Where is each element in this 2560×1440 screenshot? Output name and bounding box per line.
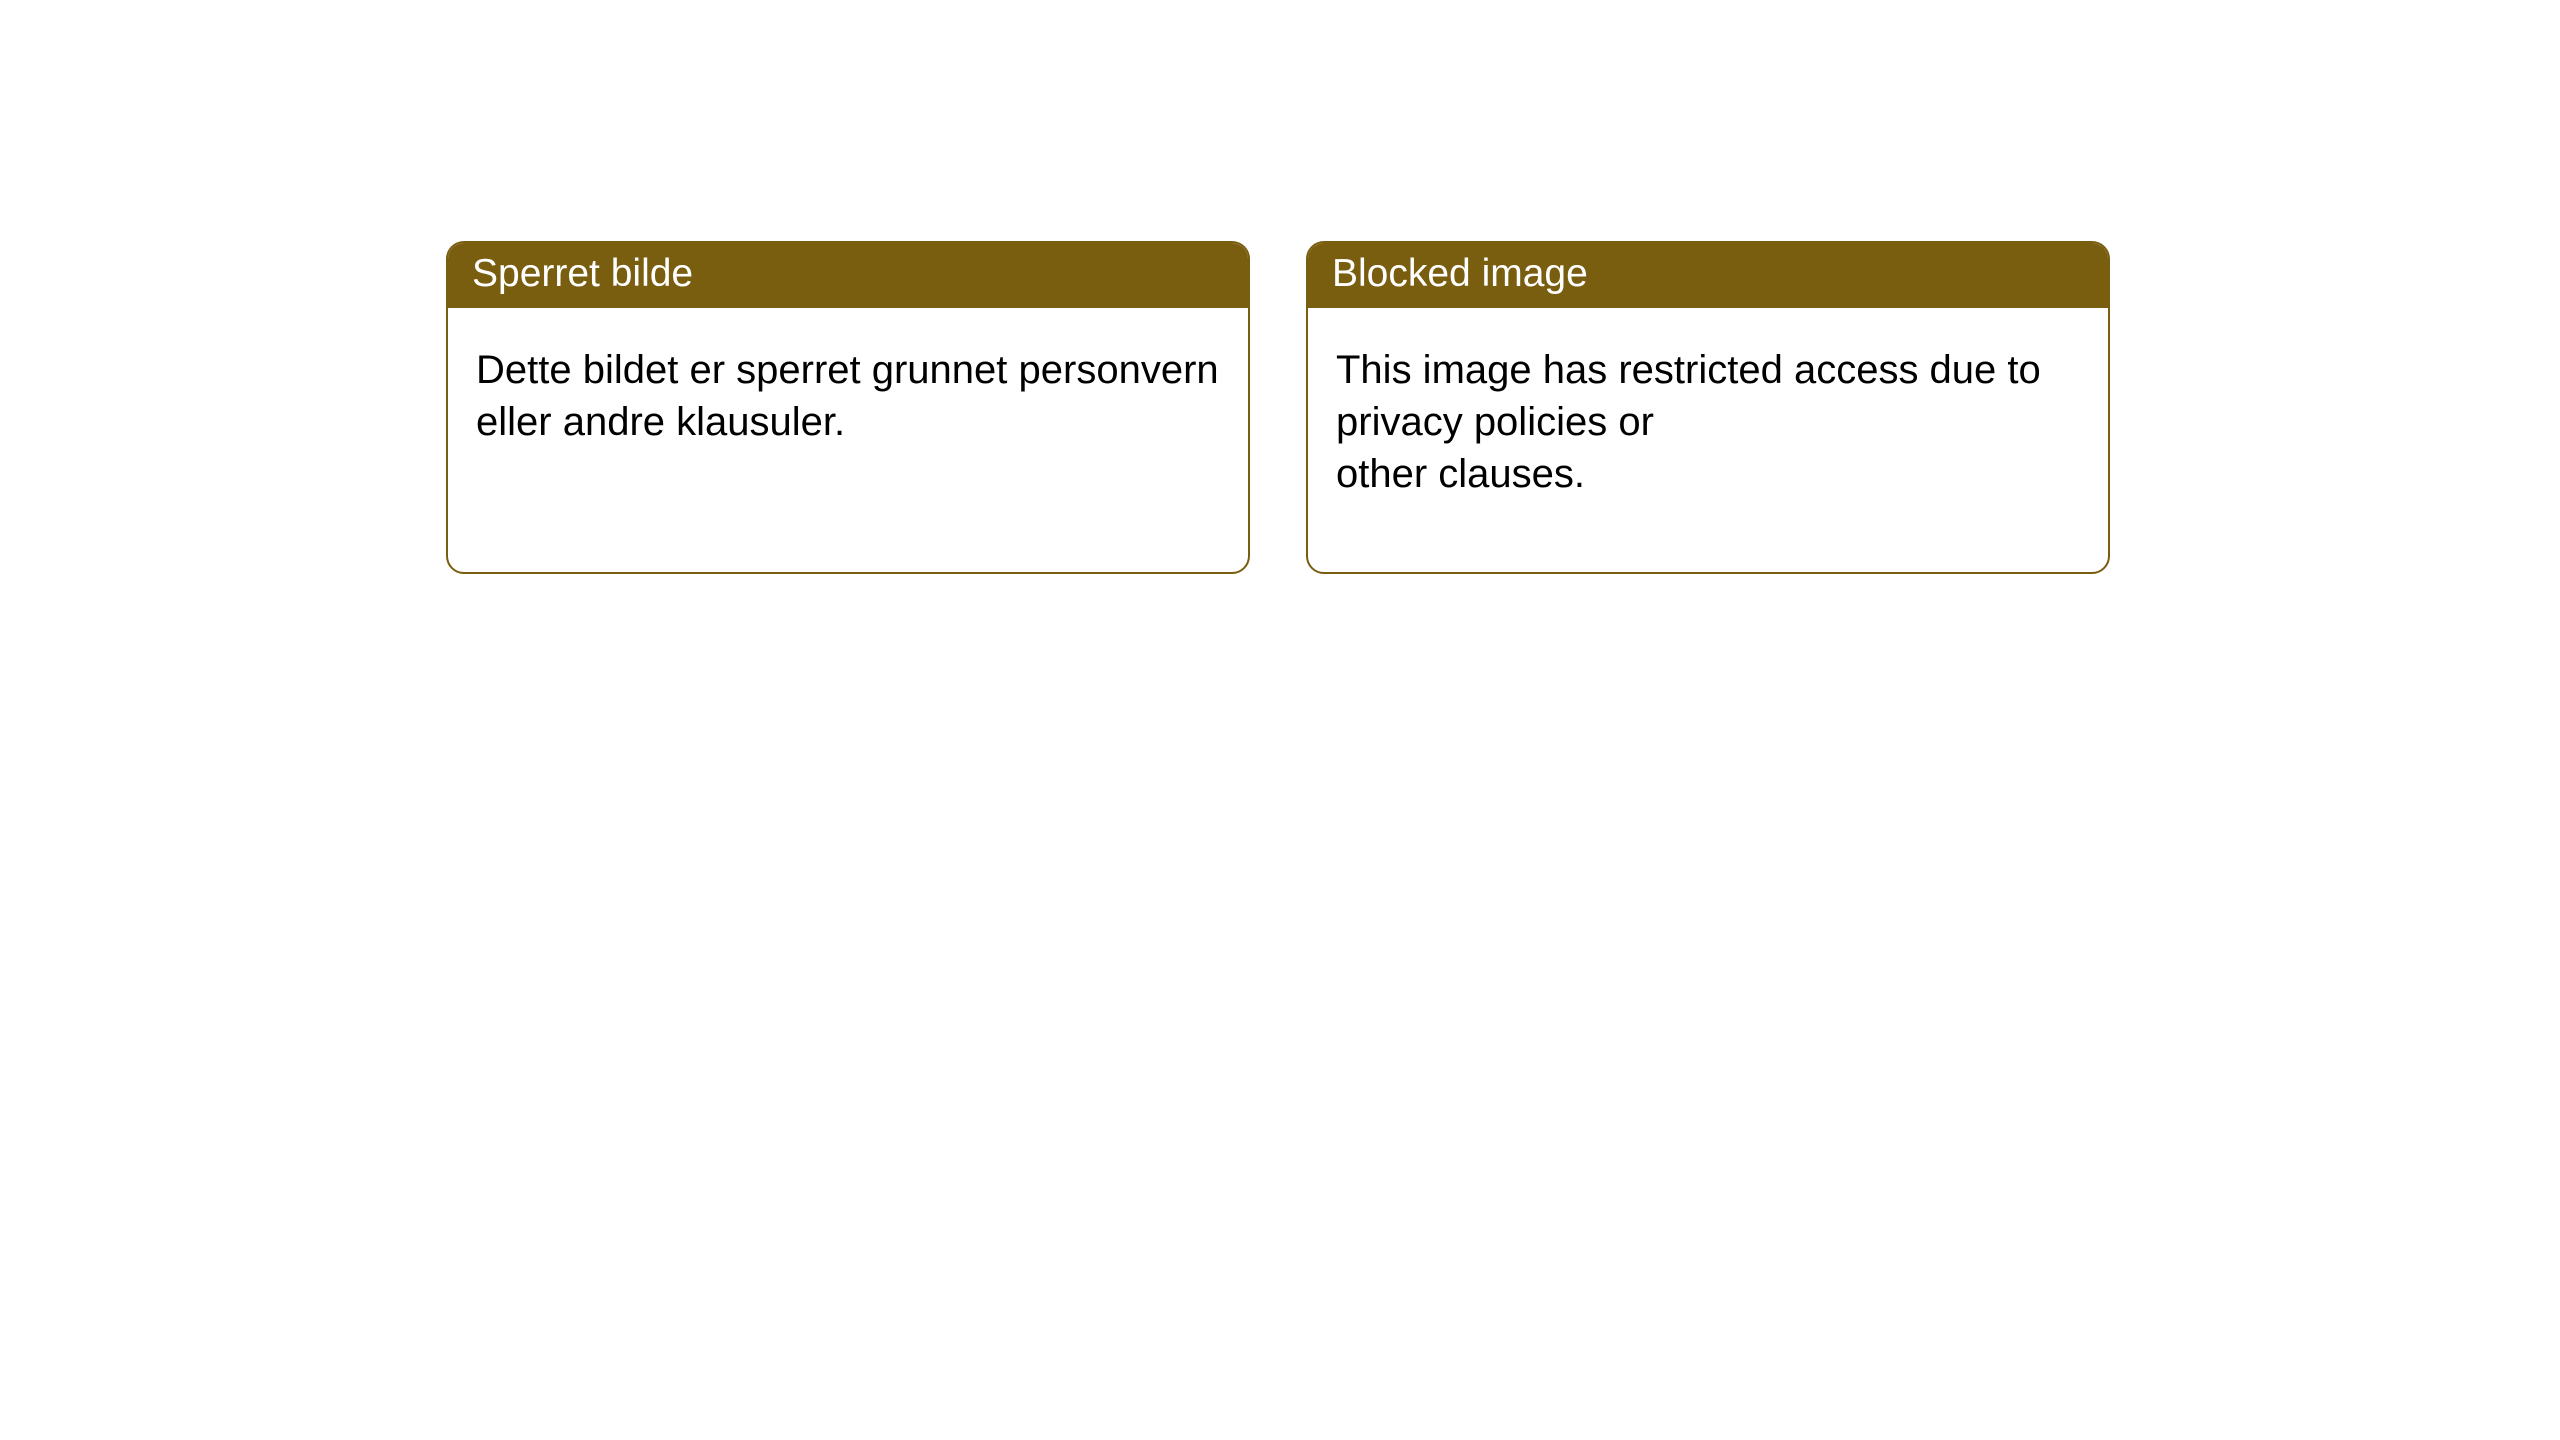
notice-card-english: Blocked image This image has restricted … <box>1306 241 2110 574</box>
card-title: Blocked image <box>1308 243 2108 308</box>
card-body-text: This image has restricted access due to … <box>1308 308 2108 520</box>
card-title: Sperret bilde <box>448 243 1248 308</box>
notice-card-norwegian: Sperret bilde Dette bildet er sperret gr… <box>446 241 1250 574</box>
notice-cards-container: Sperret bilde Dette bildet er sperret gr… <box>0 0 2560 574</box>
card-body-text: Dette bildet er sperret grunnet personve… <box>448 308 1248 468</box>
